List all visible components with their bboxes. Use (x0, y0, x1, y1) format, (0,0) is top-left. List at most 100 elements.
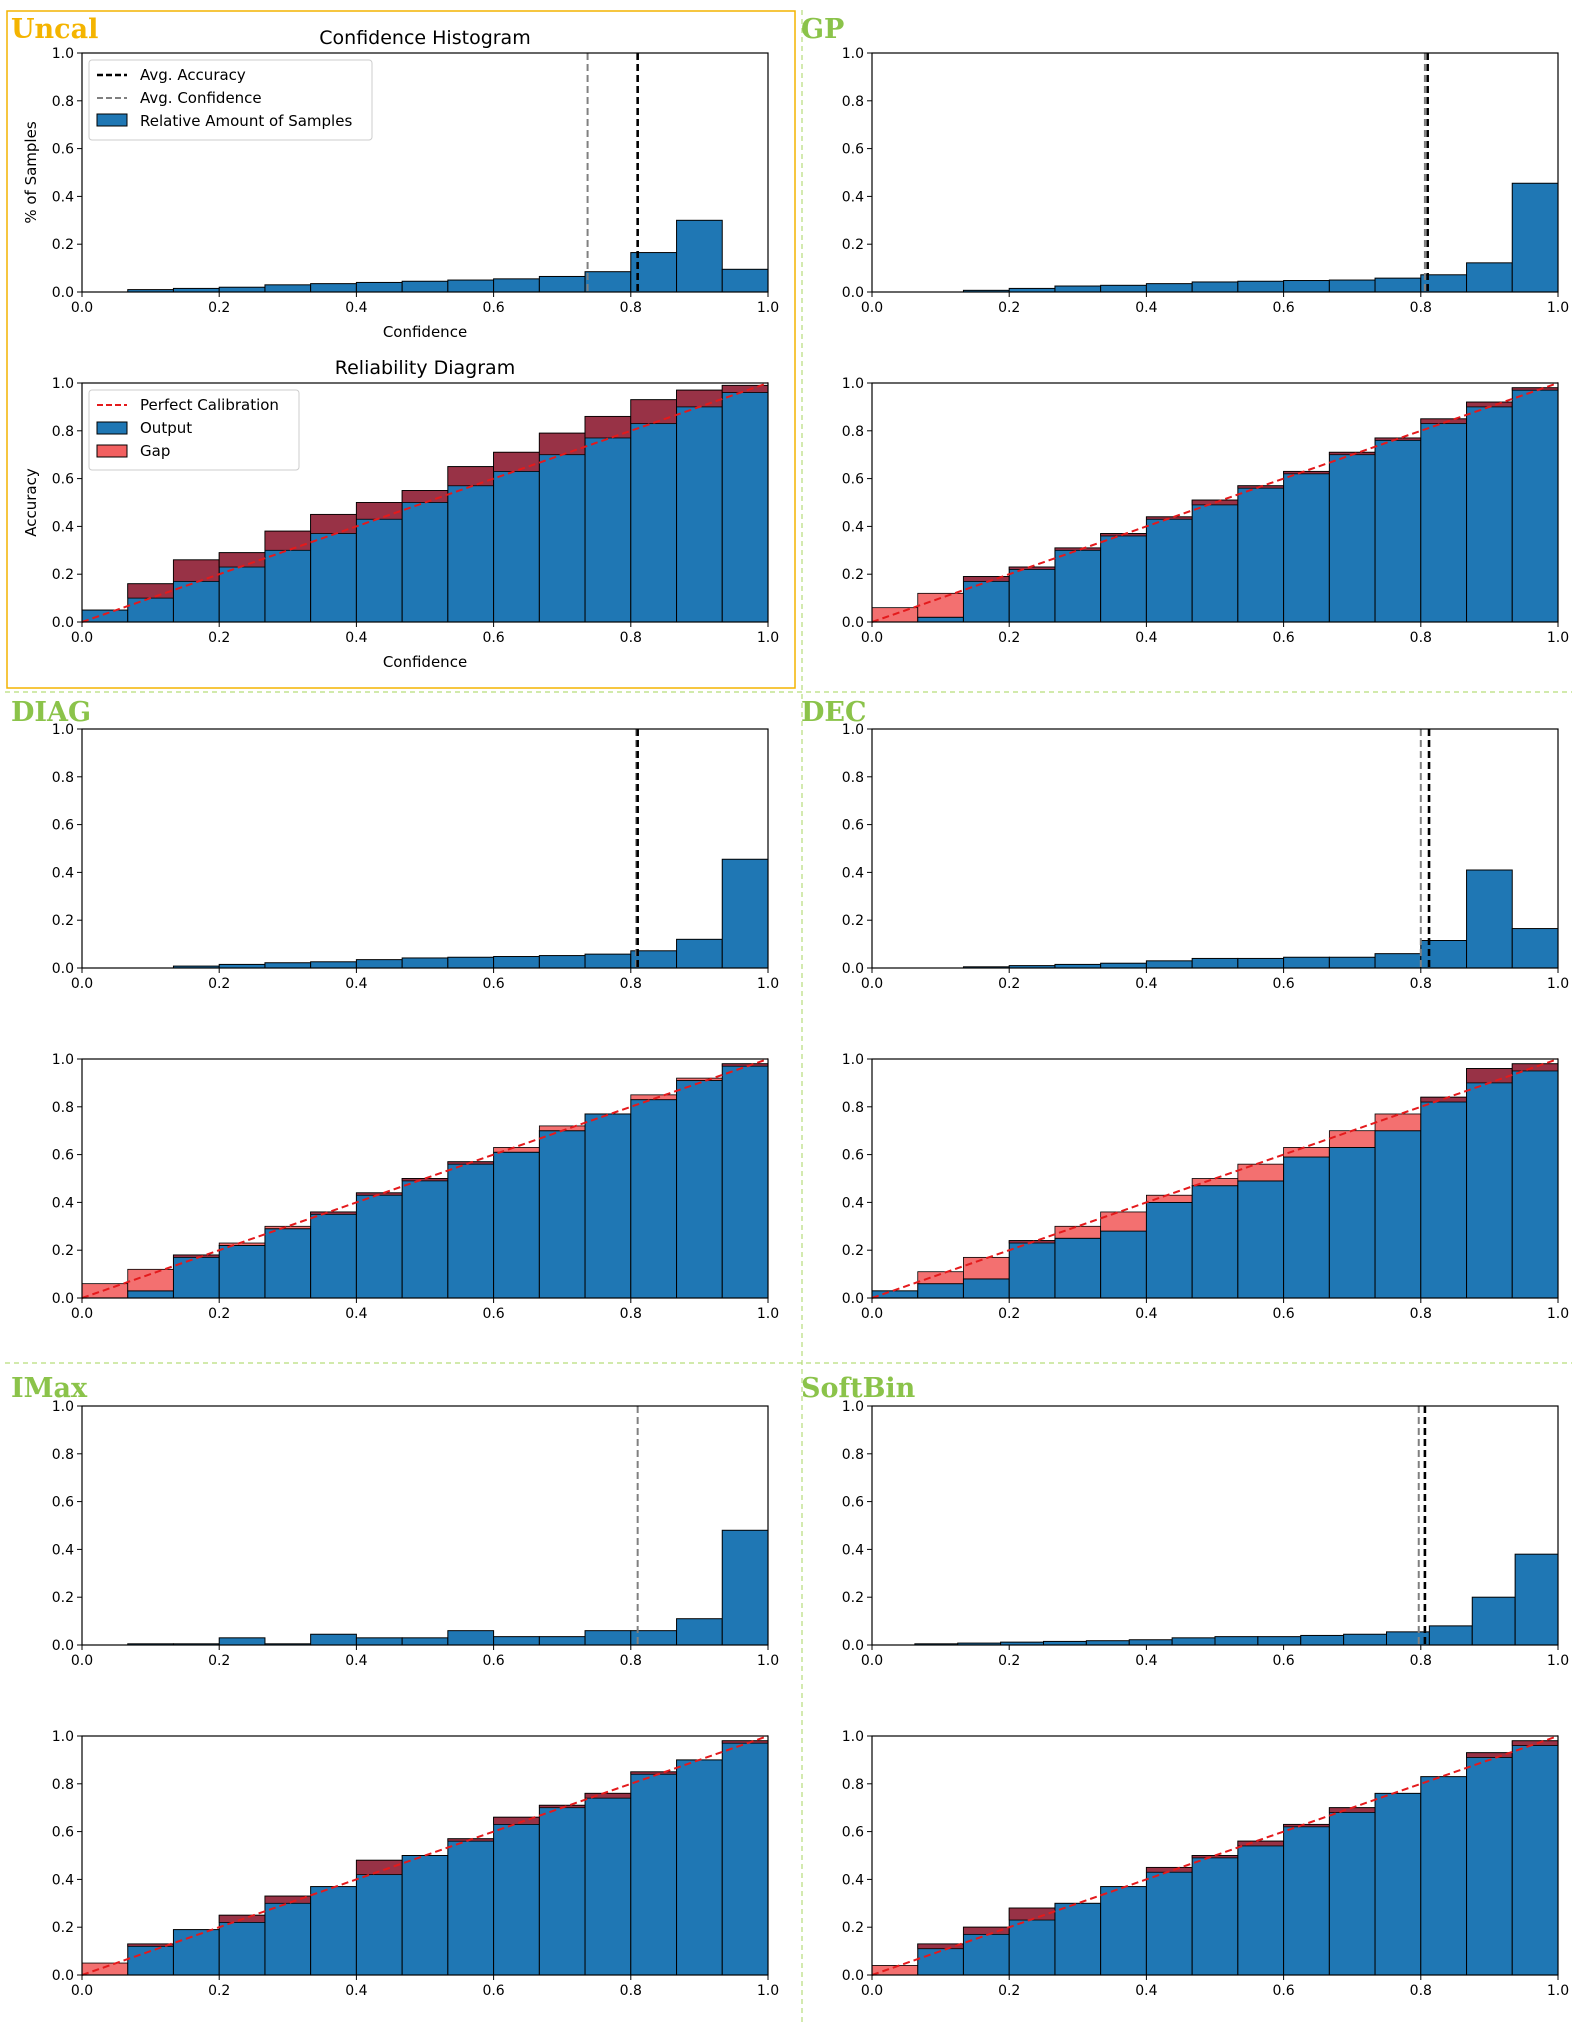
rel-xtick-label: 1.0 (757, 1983, 779, 1999)
histogram-bar (218, 286, 266, 293)
rel-ytick-label: 1.0 (52, 376, 74, 392)
histogram-title: Confidence Histogram (319, 27, 530, 49)
histogram-bar (1128, 1639, 1173, 1646)
reliability-title: Reliability Diagram (335, 357, 515, 379)
gap-bar (173, 559, 220, 582)
hist-ytick-label: 0.4 (842, 865, 864, 881)
rel-ytick-label: 0.2 (842, 567, 864, 583)
rel-ytick-label: 0.6 (842, 1825, 864, 1841)
histogram-frame (81, 1405, 769, 1646)
rel-xtick-label: 0.2 (998, 1983, 1020, 1999)
gap-bar (584, 416, 632, 439)
output-bar (1100, 533, 1147, 623)
output-bar (1328, 451, 1376, 623)
output-bar (1054, 1902, 1102, 1976)
output-bar (676, 389, 723, 623)
gap-bar (173, 1254, 220, 1258)
hist-xtick-label: 1.0 (1547, 976, 1569, 992)
histogram-bar (676, 938, 723, 969)
output-bar (1237, 1180, 1285, 1299)
perfect-calibration-line (81, 1058, 769, 1299)
rel-ytick-label: 0.4 (842, 1872, 864, 1888)
hist-xtick-label: 0.2 (208, 1653, 230, 1669)
rel-ytick-label: 0.4 (52, 519, 74, 535)
hist-xtick-label: 0.0 (71, 1653, 93, 1669)
hist-xtick-label: 0.8 (620, 1653, 642, 1669)
rel-ytick-label: 1.0 (842, 1052, 864, 1068)
hist-ytick-label: 0.2 (52, 1590, 74, 1606)
histogram-bar (1283, 280, 1330, 293)
gap-bar (1054, 547, 1102, 551)
output-bar (310, 1211, 357, 1299)
histogram-bar (1420, 940, 1468, 969)
gap-bar (963, 1256, 1010, 1280)
rel-xtick-label: 0.6 (482, 1983, 504, 1999)
output-bar (172, 1929, 220, 1976)
hist-xtick-label: 0.4 (345, 1653, 367, 1669)
output-bar (1466, 1752, 1513, 1976)
histogram-panel-softbin: 0.0 0.2 0.4 0.6 0.8 1.0 0.0 0.2 0.4 0.6 0.8 1.0 (842, 1399, 1569, 1669)
legend-samples-swatch (96, 113, 128, 127)
gap-bar (630, 399, 677, 425)
output-bar (172, 1254, 220, 1299)
hist-xtick-label: 0.6 (482, 976, 504, 992)
output-bar (264, 1228, 312, 1299)
rel-ytick-label: 0.0 (52, 615, 74, 631)
gap-bar (218, 552, 266, 568)
hist-xtick-label: 0.6 (1272, 976, 1294, 992)
histogram-panel-dec: 0.0 0.2 0.4 0.6 0.8 1.0 0.0 0.2 0.4 0.6 0.8 1.0 (842, 722, 1569, 992)
hist-xtick-label: 0.0 (71, 976, 93, 992)
output-bar (1008, 566, 1056, 623)
reliability-frame (81, 1735, 769, 1976)
output-bar (1100, 1230, 1147, 1299)
rel-xtick-label: 0.4 (345, 1983, 367, 1999)
gap-bar (721, 1740, 769, 1744)
legend-box (88, 59, 373, 141)
output-bar (721, 384, 769, 623)
method-label-uncal: Uncal (11, 14, 98, 45)
gap-bar (1466, 1068, 1513, 1084)
histogram-bar (584, 271, 632, 293)
histogram-bar (355, 1637, 403, 1646)
hist-xtick-label: 0.2 (998, 1653, 1020, 1669)
rel-xtick-label: 0.2 (208, 1983, 230, 1999)
rel-xtick-label: 0.0 (861, 630, 883, 646)
hist-xtick-label: 0.6 (482, 1653, 504, 1669)
reliability-frame (871, 1735, 1559, 1976)
legend-box (88, 389, 300, 471)
output-bar (962, 576, 1010, 623)
output-bar (218, 1914, 266, 1976)
rel-ytick-label: 0.2 (52, 567, 74, 583)
reliability-frame (81, 1058, 769, 1299)
perfect-calibration-line (871, 382, 1559, 623)
hist-ytick-label: 0.2 (842, 913, 864, 929)
hist-ytick-label: 0.0 (52, 285, 74, 301)
histogram-bar (1145, 960, 1193, 969)
rel-ytick-label: 0.0 (842, 1968, 864, 1984)
output-bar (538, 432, 586, 623)
rel-ytick-label: 0.8 (52, 1100, 74, 1116)
histogram-bar (1054, 285, 1102, 293)
output-bar (1145, 1866, 1193, 1976)
gap-bar (917, 592, 964, 618)
histogram-bar (1191, 281, 1239, 293)
hist-xtick-label: 0.4 (1135, 976, 1157, 992)
rel-ytick-label: 0.6 (842, 472, 864, 488)
histogram-bar (1100, 962, 1147, 969)
histogram-bar (1328, 956, 1376, 969)
rel-xtick-label: 0.6 (1272, 1306, 1294, 1322)
histogram-bar (676, 1618, 723, 1646)
output-bar (1420, 1776, 1468, 1976)
output-bar (630, 1099, 678, 1299)
rel-xtick-label: 0.6 (482, 630, 504, 646)
hist-xtick-label: 1.0 (757, 1653, 779, 1669)
rel-xtick-label: 0.4 (1135, 1983, 1157, 1999)
output-bar (1420, 418, 1468, 623)
output-bar (127, 1290, 174, 1299)
rel-xtick-label: 0.8 (620, 1306, 642, 1322)
output-bar (1008, 1240, 1056, 1299)
rel-xtick-label: 0.0 (861, 1306, 883, 1322)
output-bar (1283, 470, 1330, 623)
output-bar (1237, 1840, 1285, 1976)
